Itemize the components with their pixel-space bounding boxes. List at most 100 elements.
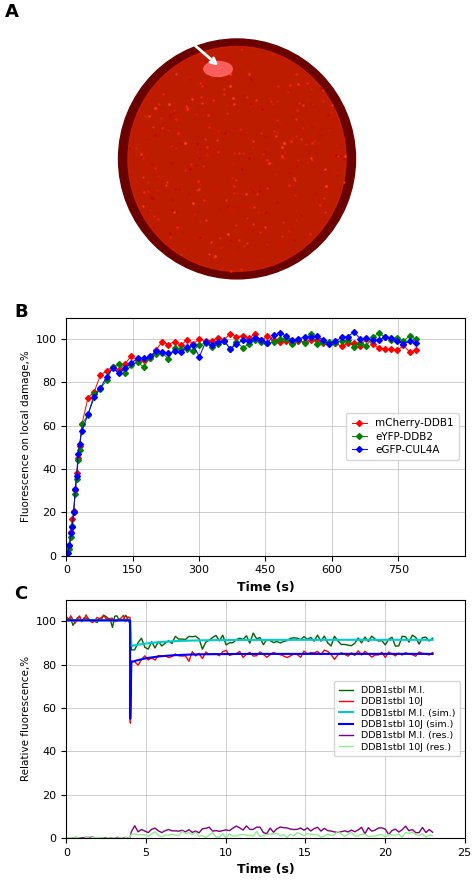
DDB1stbl M.I. (sim.) [64, 615, 69, 625]
DDB1stbl 10J (sim.) [155, 651, 161, 662]
Line: mCherry-DDB1: mCherry-DDB1 [64, 332, 418, 553]
DDB1stbl 10J [423, 649, 429, 660]
DDB1stbl 10J (sim.) [125, 615, 131, 625]
eGFP-CUL4A [364, 333, 369, 344]
DDB1stbl 10J (sim.) [247, 648, 253, 659]
DDB1stbl 10J [430, 647, 436, 658]
Ellipse shape [128, 47, 346, 272]
Line: eGFP-CUL4A: eGFP-CUL4A [64, 330, 418, 557]
eYFP-DDB2 [110, 362, 116, 372]
DDB1stbl 10J (sim.) [430, 648, 436, 659]
DDB1stbl 10J (res.) [81, 833, 87, 844]
DDB1stbl 10J (res.) [64, 833, 69, 843]
Text: B: B [15, 303, 28, 321]
DDB1stbl M.I. (sim.) [118, 615, 124, 625]
Ellipse shape [204, 62, 232, 77]
Y-axis label: Relative fluorescence,%: Relative fluorescence,% [21, 656, 31, 781]
Line: eYFP-DDB2: eYFP-DDB2 [64, 332, 418, 557]
eGFP-CUL4A [64, 550, 69, 561]
Ellipse shape [118, 39, 356, 279]
DDB1stbl 10J [250, 651, 256, 662]
DDB1stbl 10J (sim.) [284, 648, 290, 659]
DDB1stbl 10J (res.) [352, 831, 358, 841]
DDB1stbl M.I. (res.) [311, 823, 317, 833]
DDB1stbl M.I. (res.) [430, 827, 436, 838]
eYFP-DDB2 [135, 357, 140, 368]
DDB1stbl 10J (res.) [139, 829, 145, 840]
DDB1stbl M.I. [423, 632, 429, 642]
DDB1stbl M.I. (sim.) [308, 634, 314, 645]
Text: A: A [5, 3, 18, 21]
DDB1stbl 10J [64, 613, 69, 624]
eGFP-CUL4A [351, 326, 357, 337]
Text: C: C [15, 586, 28, 603]
DDB1stbl 10J [83, 609, 89, 620]
X-axis label: Time (s): Time (s) [237, 581, 294, 594]
DDB1stbl M.I. [257, 632, 263, 643]
eYFP-DDB2 [357, 338, 363, 348]
eYFP-DDB2 [401, 335, 406, 346]
DDB1stbl 10J (res.) [120, 833, 126, 844]
DDB1stbl 10J (res.) [423, 832, 429, 842]
mCherry-DDB1 [64, 546, 69, 557]
DDB1stbl M.I. (res.) [352, 826, 358, 837]
Line: DDB1stbl 10J (res.): DDB1stbl 10J (res.) [66, 831, 433, 839]
DDB1stbl M.I. (sim.) [419, 634, 425, 645]
mCherry-DDB1 [228, 328, 233, 339]
DDB1stbl M.I. [352, 638, 358, 648]
eGFP-CUL4A [110, 363, 116, 373]
mCherry-DDB1 [110, 362, 116, 372]
mCherry-DDB1 [135, 355, 140, 366]
DDB1stbl 10J (res.) [257, 832, 263, 842]
Line: DDB1stbl M.I. (res.): DDB1stbl M.I. (res.) [66, 826, 433, 839]
mCherry-DDB1 [401, 340, 406, 351]
DDB1stbl M.I. (sim.) [139, 639, 145, 649]
DDB1stbl M.I. [430, 633, 436, 644]
DDB1stbl M.I. [120, 614, 126, 624]
DDB1stbl 10J (sim.) [419, 648, 425, 659]
eGFP-CUL4A [401, 339, 406, 349]
DDB1stbl M.I. [142, 642, 148, 653]
eGFP-CUL4A [135, 353, 140, 363]
Legend: mCherry-DDB1, eYFP-DDB2, eGFP-CUL4A: mCherry-DDB1, eYFP-DDB2, eGFP-CUL4A [346, 414, 459, 460]
DDB1stbl M.I. (sim.) [348, 634, 354, 645]
DDB1stbl 10J [128, 718, 133, 729]
DDB1stbl M.I. [128, 645, 134, 655]
Line: DDB1stbl 10J: DDB1stbl 10J [66, 615, 433, 723]
DDB1stbl 10J (res.) [430, 830, 436, 841]
DDB1stbl 10J (sim.) [403, 648, 409, 659]
DDB1stbl M.I. [101, 609, 107, 620]
mCherry-DDB1 [221, 334, 227, 345]
eYFP-DDB2 [221, 336, 227, 347]
DDB1stbl 10J (sim.) [128, 714, 133, 724]
eYFP-DDB2 [376, 328, 382, 339]
DDB1stbl 10J [288, 651, 293, 662]
mCherry-DDB1 [364, 333, 369, 344]
eGFP-CUL4A [221, 335, 227, 346]
Line: DDB1stbl M.I. (sim.): DDB1stbl M.I. (sim.) [66, 620, 433, 646]
X-axis label: Time (s): Time (s) [237, 863, 294, 876]
DDB1stbl M.I. (sim.) [254, 634, 259, 645]
mCherry-DDB1 [413, 345, 419, 355]
DDB1stbl M.I. [311, 636, 317, 647]
Line: DDB1stbl M.I.: DDB1stbl M.I. [66, 615, 433, 650]
DDB1stbl 10J (sim.) [64, 615, 69, 625]
mCherry-DDB1 [184, 334, 190, 345]
eYFP-DDB2 [413, 334, 419, 345]
DDB1stbl M.I. (res.) [142, 826, 148, 836]
eGFP-CUL4A [413, 337, 419, 348]
DDB1stbl M.I. (sim.) [430, 634, 436, 645]
DDB1stbl 10J (res.) [179, 826, 185, 836]
Y-axis label: Fluorescence on local damage,%: Fluorescence on local damage,% [21, 351, 31, 522]
eYFP-DDB2 [184, 344, 190, 355]
DDB1stbl M.I. (res.) [120, 833, 126, 843]
Line: DDB1stbl 10J (sim.): DDB1stbl 10J (sim.) [66, 620, 433, 719]
eGFP-CUL4A [184, 342, 190, 353]
DDB1stbl M.I. (res.) [257, 822, 263, 833]
DDB1stbl M.I. (res.) [132, 820, 137, 831]
DDB1stbl 10J (res.) [311, 829, 317, 840]
DDB1stbl 10J [159, 651, 164, 662]
eYFP-DDB2 [64, 550, 69, 561]
Legend: DDB1stbl M.I., DDB1stbl 10J, DDB1stbl M.I. (sim.), DDB1stbl 10J (sim.), DDB1stbl: DDB1stbl M.I., DDB1stbl 10J, DDB1stbl M.… [334, 681, 460, 757]
DDB1stbl M.I. (res.) [64, 833, 69, 843]
